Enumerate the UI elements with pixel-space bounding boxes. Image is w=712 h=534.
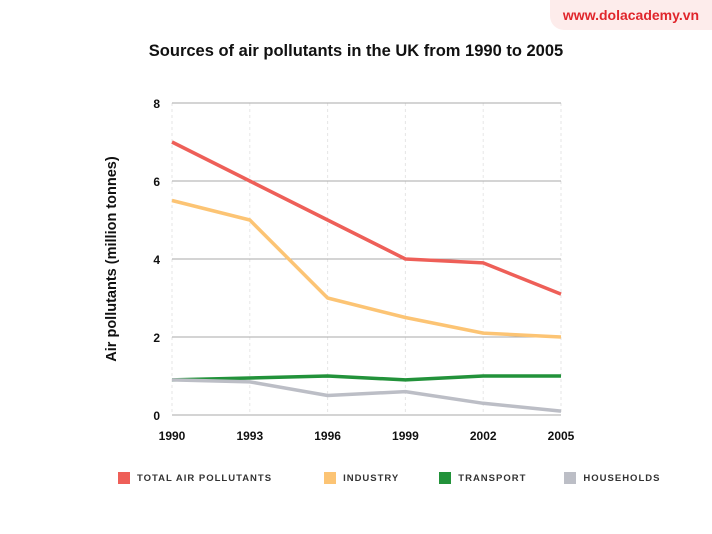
series-line-transport	[171, 374, 561, 382]
series-line-households	[171, 378, 562, 413]
legend-swatch	[118, 472, 130, 484]
series-line-industry	[171, 198, 562, 339]
y-tick-label: 0	[153, 409, 160, 423]
y-tick-label: 6	[153, 175, 160, 189]
legend-label: HOUSEHOLDS	[583, 472, 661, 484]
legend-item: HOUSEHOLDS	[564, 472, 660, 484]
x-tick-label: 1993	[236, 429, 263, 443]
y-tick-label: 4	[153, 253, 160, 267]
x-tick-label: 1999	[392, 429, 419, 443]
watermark-badge: www.dolacademy.vn	[550, 0, 712, 30]
legend-item: INDUSTRY	[324, 472, 399, 484]
y-axis-label: Air pollutants (million tonnes)	[104, 156, 120, 362]
x-tick-label: 1990	[159, 429, 186, 443]
legend-swatch	[324, 472, 337, 484]
y-tick-label: 2	[153, 331, 160, 345]
legend-item: TOTAL AIR POLLUTANTS	[118, 472, 272, 484]
legend-item: TRANSPORT	[439, 472, 526, 484]
legend-label: TRANSPORT	[458, 472, 527, 484]
series-line-total-air-pollutants	[171, 140, 562, 296]
legend-label: INDUSTRY	[343, 472, 400, 484]
legend-label: TOTAL AIR POLLUTANTS	[137, 472, 273, 484]
chart-title: Sources of air pollutants in the UK from…	[148, 42, 564, 60]
legend: TOTAL AIR POLLUTANTS INDUSTRY TRANSPORT HOU…	[118, 472, 660, 484]
y-tick-label: 8	[153, 97, 160, 111]
x-tick-label: 2005	[548, 429, 575, 443]
x-tick-label: 1996	[314, 429, 341, 443]
legend-swatch	[564, 472, 577, 484]
x-tick-label: 2002	[470, 429, 497, 443]
legend-swatch	[439, 472, 452, 484]
